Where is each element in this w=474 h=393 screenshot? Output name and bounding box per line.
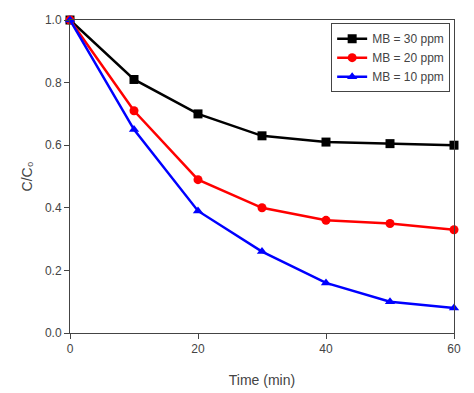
- svg-text:0.0: 0.0: [45, 326, 62, 340]
- svg-text:0.4: 0.4: [45, 201, 62, 215]
- svg-text:20: 20: [191, 342, 205, 356]
- svg-text:MB = 10 ppm: MB = 10 ppm: [372, 70, 444, 84]
- svg-text:MB = 30 ppm: MB = 30 ppm: [372, 32, 444, 46]
- svg-text:0.8: 0.8: [45, 76, 62, 90]
- svg-text:0: 0: [67, 342, 74, 356]
- svg-text:40: 40: [319, 342, 333, 356]
- svg-text:60: 60: [447, 342, 461, 356]
- svg-text:0.6: 0.6: [45, 138, 62, 152]
- svg-text:MB = 20 ppm: MB = 20 ppm: [372, 51, 444, 65]
- svg-text:Time (min): Time (min): [229, 372, 295, 388]
- svg-text:1.0: 1.0: [45, 13, 62, 27]
- svg-text:C/C₀: C/C₀: [19, 161, 35, 191]
- svg-text:0.2: 0.2: [45, 264, 62, 278]
